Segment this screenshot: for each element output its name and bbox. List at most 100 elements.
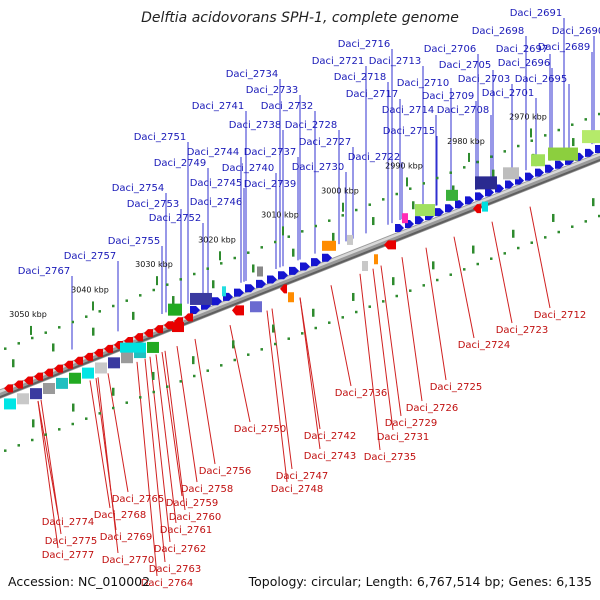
top-gene-label: Daci_2752 <box>149 213 202 224</box>
kbp-tick-label: 3000 kbp <box>321 187 359 196</box>
kbp-tick-label: 2980 kbp <box>447 137 485 146</box>
track-dot <box>125 299 128 302</box>
bottom-leader-line <box>37 400 59 549</box>
track-dot <box>44 331 47 334</box>
track-tick <box>272 324 275 333</box>
track-dot <box>152 288 155 292</box>
track-dot <box>436 176 439 180</box>
track-dot <box>193 272 196 276</box>
gene-block <box>288 292 294 303</box>
track-dot <box>71 422 74 426</box>
top-gene-label: Daci_2734 <box>226 69 279 80</box>
track-dot <box>422 284 425 287</box>
track-dot <box>328 321 331 324</box>
track-dot <box>58 326 61 329</box>
track-dot <box>233 358 236 362</box>
track-tick <box>392 277 395 286</box>
top-gene-label: Daci_2722 <box>348 152 401 163</box>
bottom-gene-label: Daci_2724 <box>458 340 511 351</box>
bottom-gene-label: Daci_2760 <box>169 512 222 523</box>
track-tick <box>412 201 415 210</box>
gene-block <box>582 130 600 144</box>
gene-arrow <box>44 368 53 377</box>
top-gene-label: Daci_2698 <box>472 26 525 37</box>
gene-arrow <box>24 376 33 385</box>
track-dot <box>449 171 452 174</box>
track-tick <box>172 296 175 305</box>
bottom-gene-label: Daci_2763 <box>149 564 202 575</box>
gene-features <box>4 130 600 410</box>
gene-block <box>250 301 262 313</box>
top-gene-label: Daci_2697 <box>496 44 549 55</box>
top-gene-label: Daci_2746 <box>190 197 243 208</box>
bottom-gene-label: Daci_2729 <box>385 418 438 429</box>
top-gene-label: Daci_2749 <box>154 158 207 169</box>
bottom-leader-line <box>359 273 381 451</box>
gene-arrow <box>256 279 266 288</box>
track-tick <box>572 138 575 147</box>
bottom-leader-line <box>89 380 111 509</box>
track-dot <box>4 347 7 350</box>
track-dot <box>544 134 547 137</box>
gene-arrow <box>322 253 332 262</box>
track-dot <box>409 187 412 190</box>
kbp-tick-label: 2970 kbp <box>509 112 547 121</box>
bottom-gene-label: Daci_2768 <box>94 510 147 521</box>
gene-arrow <box>445 204 454 213</box>
track-dot <box>571 123 574 126</box>
gene-arrow <box>435 208 444 217</box>
gene-arrow <box>289 266 299 275</box>
gene-block <box>374 254 378 265</box>
gene-arrow <box>555 160 564 169</box>
gene-arrow <box>34 372 43 381</box>
gene-block <box>168 303 182 316</box>
bottom-gene-label: Daci_2725 <box>430 382 483 393</box>
top-gene-label: Daci_2733 <box>246 85 299 96</box>
track-dot <box>557 128 560 132</box>
track-dot <box>166 385 169 388</box>
track-dot <box>274 240 277 244</box>
track-dot <box>44 433 47 436</box>
top-gene-label: Daci_2741 <box>192 101 245 112</box>
gene-arrow <box>395 223 404 232</box>
track-dot <box>571 225 574 228</box>
gene-block <box>4 398 16 410</box>
track-tick <box>312 308 315 317</box>
bottom-gene-label: Daci_2712 <box>534 310 587 321</box>
gene-arrow <box>84 352 93 361</box>
gene-arrow <box>104 344 113 353</box>
track-tick <box>32 419 35 428</box>
top-gene-label: Daci_2728 <box>285 120 338 131</box>
bottom-gene-label: Daci_2743 <box>304 451 357 462</box>
gene-block <box>108 357 120 369</box>
track-dot <box>355 310 358 314</box>
gene-arrow <box>184 313 193 322</box>
track-dot <box>260 348 263 351</box>
top-gene-label: Daci_2730 <box>292 162 345 173</box>
track-dot <box>436 278 439 282</box>
track-tick <box>92 327 95 336</box>
kbp-tick-label: 3030 kbp <box>135 260 173 269</box>
track-dot <box>4 449 7 452</box>
track-tick <box>472 245 475 254</box>
top-gene-label: Daci_2714 <box>382 105 435 116</box>
track-dot <box>206 369 209 372</box>
kbp-tick-label: 2990 kbp <box>385 161 423 170</box>
track-dot <box>287 235 290 238</box>
track-dot <box>463 166 466 169</box>
gene-block <box>120 342 146 353</box>
track-tick <box>112 387 115 396</box>
top-gene-label: Daci_2715 <box>383 126 436 137</box>
gene-arrow <box>505 180 514 189</box>
kbp-tick-mark <box>282 226 284 236</box>
track-dot <box>584 220 587 223</box>
top-gene-label: Daci_2751 <box>134 132 187 143</box>
track-dot <box>409 289 412 292</box>
top-gene-label: Daci_2739 <box>244 179 297 190</box>
track-dot <box>314 224 317 228</box>
track-tick <box>452 185 455 194</box>
top-gene-label: Daci_2708 <box>437 105 490 116</box>
track-dot <box>368 305 371 308</box>
track-dot <box>17 444 20 447</box>
